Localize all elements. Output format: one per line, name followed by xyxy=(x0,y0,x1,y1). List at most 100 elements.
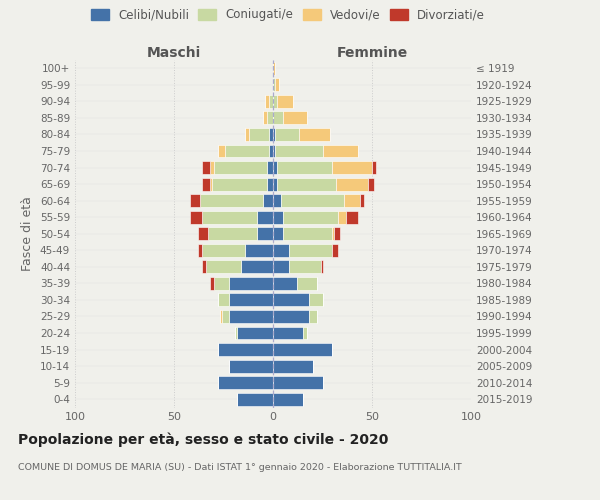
Bar xyxy=(229,310,273,323)
Bar xyxy=(190,194,200,207)
Bar xyxy=(198,244,202,257)
Bar xyxy=(263,194,273,207)
Bar xyxy=(275,144,323,158)
Bar xyxy=(269,144,273,158)
Bar xyxy=(202,210,257,224)
Bar xyxy=(273,228,283,240)
Bar xyxy=(273,210,283,224)
Bar xyxy=(273,161,277,174)
Bar xyxy=(297,277,317,290)
Text: Maschi: Maschi xyxy=(147,46,201,60)
Bar xyxy=(273,144,275,158)
Bar xyxy=(281,194,344,207)
Bar xyxy=(257,210,273,224)
Bar xyxy=(273,277,297,290)
Bar xyxy=(337,178,368,190)
Bar xyxy=(267,112,273,124)
Bar xyxy=(338,210,346,224)
Y-axis label: Fasce di età: Fasce di età xyxy=(22,196,34,271)
Bar xyxy=(273,62,275,74)
Bar xyxy=(269,128,273,141)
Bar xyxy=(226,144,269,158)
Bar xyxy=(273,326,303,340)
Bar xyxy=(241,260,273,274)
Bar xyxy=(299,128,331,141)
Bar xyxy=(249,128,269,141)
Bar xyxy=(198,228,208,240)
Bar xyxy=(218,343,273,356)
Bar xyxy=(273,244,289,257)
Bar xyxy=(218,294,229,306)
Bar xyxy=(209,277,214,290)
Bar xyxy=(283,228,332,240)
Bar xyxy=(344,194,360,207)
Bar xyxy=(265,95,269,108)
Bar xyxy=(209,161,214,174)
Bar xyxy=(273,294,308,306)
Bar xyxy=(332,161,372,174)
Bar xyxy=(289,260,320,274)
Bar xyxy=(320,260,323,274)
Bar xyxy=(273,393,303,406)
Bar xyxy=(202,161,209,174)
Bar xyxy=(229,277,273,290)
Bar xyxy=(220,310,221,323)
Bar xyxy=(218,144,226,158)
Bar xyxy=(277,178,337,190)
Bar xyxy=(209,178,212,190)
Bar xyxy=(267,178,273,190)
Bar xyxy=(360,194,364,207)
Bar xyxy=(190,210,202,224)
Bar xyxy=(334,228,340,240)
Bar xyxy=(218,376,273,389)
Bar xyxy=(308,310,317,323)
Bar xyxy=(257,228,273,240)
Bar xyxy=(221,310,229,323)
Bar xyxy=(372,161,376,174)
Bar xyxy=(208,228,257,240)
Bar xyxy=(273,343,332,356)
Text: COMUNE DI DOMUS DE MARIA (SU) - Dati ISTAT 1° gennaio 2020 - Elaborazione TUTTIT: COMUNE DI DOMUS DE MARIA (SU) - Dati IST… xyxy=(18,462,462,471)
Bar xyxy=(273,128,275,141)
Bar xyxy=(346,210,358,224)
Bar xyxy=(229,360,273,372)
Bar xyxy=(283,210,338,224)
Bar xyxy=(235,326,238,340)
Bar xyxy=(214,161,267,174)
Bar xyxy=(273,78,275,92)
Bar xyxy=(273,112,283,124)
Bar xyxy=(263,112,267,124)
Bar xyxy=(323,144,358,158)
Bar xyxy=(214,277,229,290)
Text: Femmine: Femmine xyxy=(337,46,407,60)
Bar xyxy=(332,244,338,257)
Bar xyxy=(267,161,273,174)
Bar xyxy=(368,178,374,190)
Bar xyxy=(238,326,273,340)
Bar xyxy=(273,194,281,207)
Bar xyxy=(206,260,241,274)
Bar xyxy=(212,178,267,190)
Bar xyxy=(200,194,263,207)
Bar xyxy=(229,294,273,306)
Bar xyxy=(283,112,307,124)
Bar xyxy=(289,244,332,257)
Bar xyxy=(303,326,307,340)
Bar xyxy=(273,376,323,389)
Bar xyxy=(245,244,273,257)
Bar xyxy=(275,78,279,92)
Bar xyxy=(273,178,277,190)
Legend: Celibi/Nubili, Coniugati/e, Vedovi/e, Divorziati/e: Celibi/Nubili, Coniugati/e, Vedovi/e, Di… xyxy=(88,6,488,24)
Bar xyxy=(273,310,308,323)
Bar xyxy=(202,244,245,257)
Bar xyxy=(275,128,299,141)
Bar xyxy=(238,393,273,406)
Bar xyxy=(202,260,206,274)
Bar xyxy=(332,228,334,240)
Bar xyxy=(202,178,209,190)
Bar xyxy=(277,95,293,108)
Bar xyxy=(308,294,323,306)
Bar xyxy=(277,161,332,174)
Bar xyxy=(273,360,313,372)
Bar xyxy=(273,260,289,274)
